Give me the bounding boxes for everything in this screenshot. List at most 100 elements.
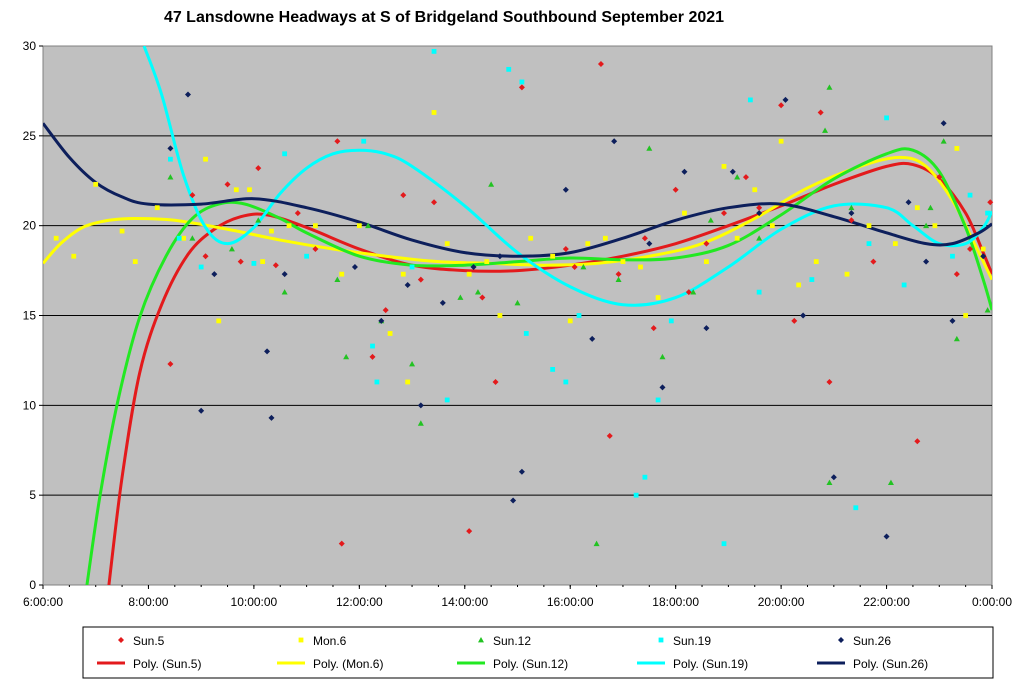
data-point [756, 289, 762, 295]
data-point [176, 235, 182, 241]
data-point [202, 253, 209, 260]
x-tick-label: 14:00:00 [441, 595, 488, 609]
legend-label: Poly. (Sun.5) [133, 657, 201, 671]
trend-lines [43, 46, 992, 585]
data-point [796, 282, 802, 288]
data-point [272, 262, 279, 269]
data-point [682, 210, 687, 216]
legend-label: Sun.12 [493, 634, 531, 648]
data-point [562, 186, 569, 193]
data-point [167, 174, 174, 180]
data-point [752, 187, 758, 193]
chart-title: 47 Lansdowne Headways at S of Bridgeland… [164, 9, 724, 26]
data-point [984, 307, 991, 313]
data-point [633, 492, 639, 498]
data-point [167, 145, 174, 152]
data-point [756, 210, 763, 217]
data-point [848, 210, 855, 217]
data-point [519, 79, 525, 85]
data-point [800, 312, 807, 319]
data-point [914, 438, 921, 445]
data-point [181, 235, 186, 241]
x-tick-label: 0:00:00 [972, 595, 1012, 609]
data-point [562, 246, 569, 253]
data-point [374, 379, 380, 385]
data-point [282, 151, 288, 157]
data-point [119, 228, 125, 234]
x-tick-label: 18:00:00 [652, 595, 699, 609]
data-point [953, 271, 960, 278]
data-point [247, 187, 252, 193]
data-point [431, 48, 437, 54]
y-tick-label: 0 [29, 578, 36, 592]
data-point [597, 60, 604, 67]
y-tick-label: 10 [23, 398, 37, 412]
gridlines [43, 135, 992, 496]
data-point [474, 289, 481, 295]
data-point [927, 204, 934, 211]
data-point [791, 317, 798, 324]
data-point [370, 343, 375, 349]
data-point [892, 241, 898, 247]
data-point [470, 263, 477, 270]
data-point [866, 223, 872, 229]
data-point [405, 379, 411, 385]
data-point [742, 174, 749, 181]
data-point [703, 325, 710, 332]
data-point [281, 289, 288, 295]
legend-label: Mon.6 [313, 634, 347, 648]
legend-label: Sun.19 [673, 634, 711, 648]
data-point [365, 222, 372, 229]
data-point [334, 138, 341, 145]
y-tick-label: 15 [23, 309, 37, 323]
data-point [237, 258, 244, 265]
data-point [685, 289, 692, 296]
data-point [813, 259, 819, 264]
data-point [650, 325, 657, 332]
data-point [496, 253, 503, 260]
data-point [387, 331, 393, 336]
data-point [967, 192, 973, 198]
data-point [817, 109, 824, 116]
data-point [615, 271, 622, 278]
data-point [887, 479, 894, 485]
legend-label: Sun.26 [853, 634, 891, 648]
data-point [506, 66, 512, 72]
data-point [457, 294, 464, 300]
data-point [848, 217, 855, 224]
data-point [53, 235, 59, 241]
data-point [778, 102, 785, 109]
legend-marker-swatch [298, 637, 304, 643]
data-point [690, 289, 697, 295]
data-point [953, 335, 960, 342]
data-point [404, 281, 411, 288]
data-point [571, 263, 578, 270]
y-tick-label: 30 [23, 39, 37, 53]
data-point [593, 540, 600, 547]
data-point [563, 379, 569, 385]
x-tick-label: 10:00:00 [231, 595, 278, 609]
data-point [668, 318, 674, 324]
data-point [985, 210, 991, 216]
data-point [655, 397, 661, 403]
data-point [589, 335, 596, 342]
data-point [576, 313, 582, 318]
legend-label: Poly. (Sun.26) [853, 657, 928, 671]
data-point [343, 353, 350, 360]
data-point [198, 407, 205, 414]
data-point [251, 260, 257, 266]
data-point [361, 138, 367, 144]
data-point [294, 210, 301, 217]
data-point [615, 276, 622, 282]
data-point [260, 259, 266, 264]
data-point [611, 138, 618, 145]
data-point [940, 120, 947, 127]
data-point [216, 318, 222, 324]
data-point [369, 353, 376, 360]
data-point [980, 253, 987, 260]
data-point [168, 156, 173, 162]
data-point [720, 210, 727, 217]
x-tick-label: 16:00:00 [547, 595, 594, 609]
data-point [809, 277, 815, 282]
data-point [967, 246, 974, 253]
